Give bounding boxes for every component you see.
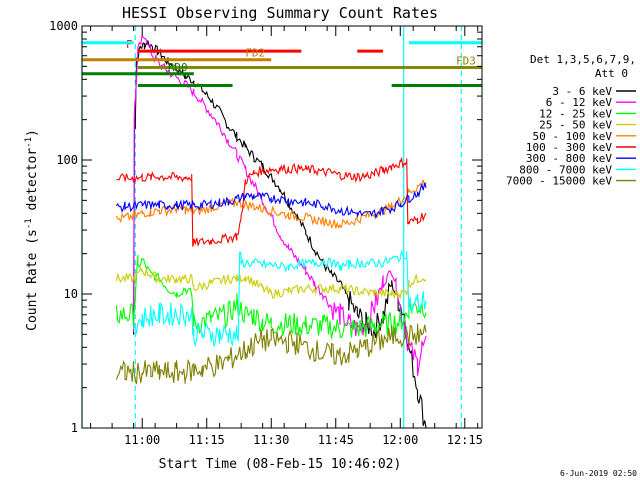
flag-label: RD0 [168, 61, 188, 74]
x-tick-label: 11:15 [189, 433, 225, 447]
x-tick-label: 11:00 [124, 433, 160, 447]
x-axis-label: Start Time (08-Feb-15 10:46:02) [159, 457, 402, 472]
x-tick-label: 12:15 [447, 433, 483, 447]
series-line [115, 254, 427, 339]
timestamp: 6-Jun-2019 02:50 [560, 469, 637, 478]
y-tick-label: 1000 [49, 19, 78, 33]
x-tick-label: 11:45 [318, 433, 354, 447]
y-tick-label: 10 [64, 287, 78, 301]
series-line [116, 156, 427, 247]
y-label-part: ) [25, 129, 40, 137]
series-line [115, 179, 427, 229]
legend-label: 100 - 300 keV [526, 141, 612, 154]
axes: 1 10 100 1000 11:00 11:15 11:30 11:45 12:00 12:15 [49, 19, 483, 447]
legend-label: 7000 - 15000 keV [506, 175, 612, 188]
series-line [115, 182, 427, 220]
x-tick-label: 12:00 [382, 433, 418, 447]
y-label-exponent: -1 [24, 218, 34, 229]
legend-label: 300 - 800 keV [526, 152, 612, 165]
flag-bars: F FD2 FD3 RD0 [82, 38, 482, 87]
series-line [115, 323, 427, 385]
y-label-part: Count Rate (s [25, 229, 40, 331]
plot-frame [81, 25, 483, 429]
legend-label: 25 - 50 keV [539, 119, 612, 132]
series-lines [115, 34, 427, 429]
series-line [133, 34, 427, 376]
flag-label: FD3 [456, 55, 476, 68]
legend-header-2: Att 0 [595, 67, 628, 80]
legend-label: 50 - 100 keV [533, 130, 613, 143]
chart-title: HESSI Observing Summary Count Rates [122, 4, 438, 22]
legend-label: 800 - 7000 keV [519, 163, 612, 176]
legend-label: 6 - 12 keV [546, 96, 613, 109]
y-label-exponent: -1 [24, 137, 34, 148]
series-line [133, 249, 427, 347]
y-tick-label: 1 [71, 421, 78, 435]
series-line [115, 266, 427, 300]
flag-label: F [126, 38, 133, 51]
y-tick-label: 100 [56, 153, 78, 167]
legend-label: 3 - 6 keV [552, 85, 612, 98]
legend-label: 12 - 25 keV [539, 107, 612, 120]
y-axis-label: Count Rate (s-1 detector-1) [24, 129, 40, 331]
legend-header-1: Det 1,3,5,6,7,9, [530, 53, 636, 66]
flag-label: FD2 [245, 47, 265, 60]
y-label-part: detector [25, 148, 40, 219]
x-tick-label: 11:30 [253, 433, 289, 447]
